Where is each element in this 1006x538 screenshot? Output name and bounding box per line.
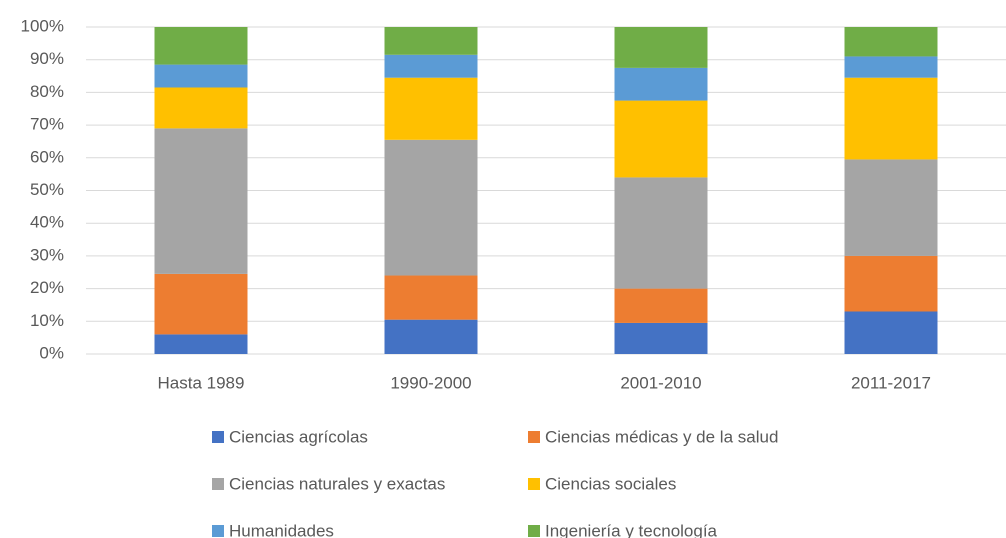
y-tick-label: 30% <box>30 245 64 264</box>
bar-segment <box>384 27 478 55</box>
bar-segment <box>614 100 708 178</box>
bar-segment <box>614 177 708 289</box>
legend-swatch <box>528 478 540 490</box>
bar-segment <box>154 334 248 354</box>
y-tick-label: 40% <box>30 213 64 232</box>
legend-swatch <box>212 431 224 443</box>
bar-segment <box>384 54 478 78</box>
y-tick-label: 70% <box>30 115 64 134</box>
y-tick-label: 80% <box>30 82 64 101</box>
bar-segment <box>384 275 478 320</box>
bar-segment <box>154 273 248 335</box>
bar-segment <box>844 255 938 312</box>
bar-segment <box>844 56 938 78</box>
x-tick-label: 1990-2000 <box>390 373 471 392</box>
legend-label: Ingeniería y tecnología <box>545 521 718 538</box>
bar-segment <box>844 27 938 57</box>
x-tick-label: 2001-2010 <box>620 373 701 392</box>
bar-segment <box>154 27 248 65</box>
legend-label: Ciencias sociales <box>545 474 676 493</box>
legend-label: Ciencias agrícolas <box>229 427 368 446</box>
y-tick-label: 100% <box>21 16 64 35</box>
y-tick-label: 0% <box>39 343 64 362</box>
bar-segment <box>844 311 938 354</box>
legend-swatch <box>212 525 224 537</box>
legend-swatch <box>528 525 540 537</box>
bar-segment <box>844 159 938 256</box>
bar-segment <box>154 64 248 88</box>
legend-label: Ciencias médicas y de la salud <box>545 427 778 446</box>
bar-segment <box>614 27 708 68</box>
bar-segment <box>844 77 938 160</box>
y-tick-label: 50% <box>30 180 64 199</box>
y-tick-label: 90% <box>30 49 64 68</box>
bar-segment <box>154 87 248 129</box>
bar-segment <box>384 139 478 276</box>
legend-swatch <box>212 478 224 490</box>
legend-label: Ciencias naturales y exactas <box>229 474 445 493</box>
y-tick-label: 10% <box>30 311 64 330</box>
bar-segment <box>384 319 478 354</box>
bar-segment <box>614 67 708 101</box>
y-tick-label: 60% <box>30 147 64 166</box>
legend-swatch <box>528 431 540 443</box>
y-tick-label: 20% <box>30 278 64 297</box>
bar-segment <box>614 322 708 354</box>
bar-segment <box>614 288 708 323</box>
bar-segment <box>384 77 478 140</box>
x-tick-label: 2011-2017 <box>851 373 931 392</box>
legend-label: Humanidades <box>229 521 334 538</box>
x-tick-label: Hasta 1989 <box>158 373 245 392</box>
bar-segment <box>154 128 248 274</box>
